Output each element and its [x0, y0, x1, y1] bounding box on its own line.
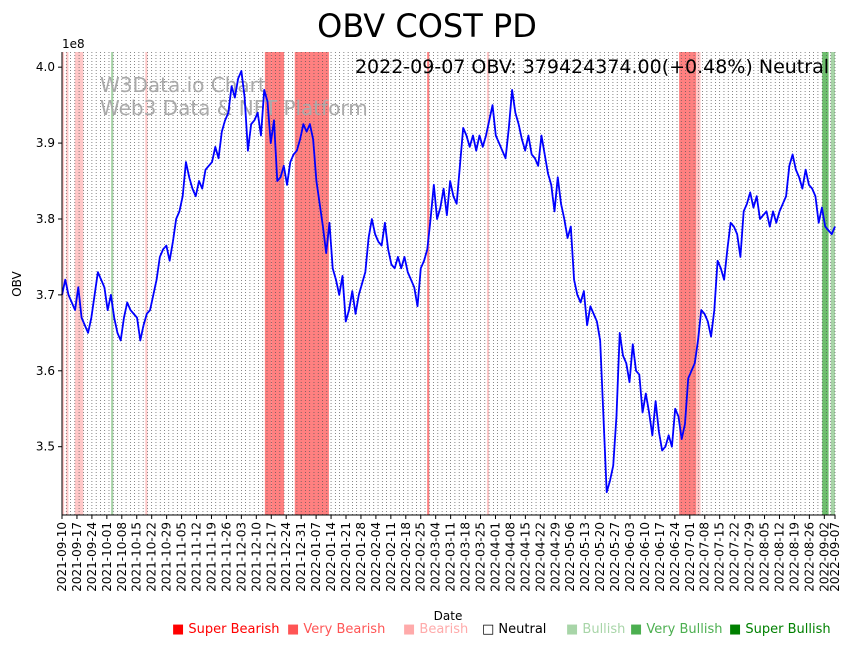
axes	[61, 52, 835, 516]
x-tick-label: 2022-07-08	[698, 522, 712, 592]
y-tick-label: 3.9	[36, 136, 55, 150]
legend-item-very_bearish: ■ Very Bearish	[287, 622, 385, 637]
legend-item-bullish: ■ Bullish	[566, 622, 625, 637]
watermark-line-2: Web3 Data & NFT Platform	[100, 96, 368, 120]
x-tick-label: 2022-08-19	[787, 522, 801, 592]
series-line-obv	[61, 70, 836, 494]
band-bullish-3	[111, 52, 114, 515]
y-offset-label: 1e8	[62, 37, 85, 51]
chart-title: OBV COST PD	[317, 7, 537, 45]
legend: ■ Super Bearish ■ Very Bearish ■ Bearish □ …	[172, 622, 831, 637]
x-tick-label: 2021-12-17	[264, 522, 278, 592]
x-tick-label: 2022-07-01	[683, 522, 697, 592]
x-tick-label: 2022-01-28	[354, 522, 368, 592]
x-tick-label: 2021-12-31	[294, 522, 308, 592]
latest-value-annotation: 2022-09-07 OBV: 379424374.00(+0.48%) Neu…	[355, 56, 829, 78]
x-tick-label: 2022-03-18	[459, 522, 473, 592]
x-tick-label: 2022-08-12	[772, 522, 786, 592]
x-tick-label: 2022-06-24	[668, 522, 682, 592]
obv-line-series	[61, 70, 836, 494]
watermark: W3Data.io Chart Web3 Data & NFT Platform	[100, 73, 368, 120]
y-tick-label: 3.6	[36, 364, 55, 378]
x-tick-label: 2022-03-11	[444, 522, 458, 592]
x-axis-label: Date	[434, 609, 463, 623]
y-tick-label: 3.8	[36, 212, 55, 226]
x-tick-label: 2021-10-22	[145, 522, 159, 592]
x-tick-label: 2022-07-22	[728, 522, 742, 592]
x-tick-label: 2022-02-04	[369, 522, 383, 592]
signal-bands	[62, 52, 835, 515]
x-tick-label: 2021-09-24	[85, 522, 99, 592]
x-tick-label: 2021-12-03	[234, 522, 248, 592]
band-bearish-1	[66, 52, 69, 515]
band-very_bearish-5	[264, 52, 272, 515]
x-tick-label: 2021-10-01	[100, 522, 114, 592]
x-tick-label: 2022-07-15	[713, 522, 727, 592]
x-tick-label: 2022-04-15	[518, 522, 532, 592]
x-tick-label: 2022-09-02	[817, 522, 831, 592]
band-very_bearish-8	[427, 52, 430, 515]
x-tick-label: 2022-05-06	[563, 522, 577, 592]
x-tick-label: 2022-01-14	[324, 522, 338, 592]
y-tick-label: 4.0	[36, 60, 55, 74]
x-tick-label: 2022-08-26	[802, 522, 816, 592]
x-tick-label: 2021-09-17	[70, 522, 84, 592]
x-tick-label: 2022-06-10	[638, 522, 652, 592]
y-tick-label: 3.7	[36, 288, 55, 302]
x-tick-label: 2021-10-29	[160, 522, 174, 592]
vertical-gridlines	[61, 52, 836, 515]
x-tick-label: 2022-01-21	[339, 522, 353, 592]
x-tick-label: 2021-11-19	[204, 522, 218, 592]
x-tick-label: 2021-11-12	[190, 522, 204, 592]
x-tick-label: 2022-01-07	[309, 522, 323, 592]
x-tick-label: 2022-05-20	[593, 522, 607, 592]
x-tick-label: 2022-09-07	[828, 522, 842, 592]
band-bearish-4	[145, 52, 148, 515]
x-tick-label: 2022-06-17	[653, 522, 667, 592]
band-very_bearish-6	[271, 52, 285, 515]
y-axis-ticks: 3.5 3.6 3.7 3.8 3.9 4.0	[36, 60, 62, 454]
band-bearish-9	[486, 52, 490, 515]
x-tick-label: 2022-07-29	[743, 522, 757, 592]
x-tick-label: 2021-10-15	[130, 522, 144, 592]
x-tick-label: 2021-11-26	[219, 522, 233, 592]
x-tick-label: 2022-03-04	[429, 522, 443, 592]
x-axis-ticks: 2021-09-10 2021-09-17 2021-09-24 2021-10-01…	[55, 515, 842, 592]
band-bearish-0	[62, 52, 65, 515]
x-tick-label: 2022-06-03	[623, 522, 637, 592]
legend-item-super_bullish: ■ Super Bullish	[729, 622, 831, 637]
legend-item-neutral: □ Neutral	[482, 622, 546, 637]
x-tick-label: 2022-02-25	[414, 522, 428, 592]
legend-item-bearish: ■ Bearish	[403, 622, 468, 637]
x-tick-label: 2021-10-08	[115, 522, 129, 592]
x-tick-label: 2022-04-29	[548, 522, 562, 592]
x-tick-label: 2021-12-24	[279, 522, 293, 592]
legend-item-very_bullish: ■ Very Bullish	[630, 622, 722, 637]
band-very_bullish-12	[822, 52, 829, 515]
x-tick-label: 2022-03-25	[474, 522, 488, 592]
x-tick-label: 2021-11-05	[175, 522, 189, 592]
band-bullish-13	[830, 52, 835, 515]
x-tick-label: 2022-02-11	[384, 522, 398, 592]
x-tick-label: 2022-08-05	[758, 522, 772, 592]
x-tick-label: 2021-09-10	[55, 522, 69, 592]
x-tick-label: 2022-04-01	[488, 522, 502, 592]
band-very_bearish-10	[679, 52, 697, 515]
x-tick-label: 2021-12-10	[249, 522, 263, 592]
legend-item-super_bearish: ■ Super Bearish	[172, 622, 280, 637]
band-very_bearish-7	[294, 52, 329, 515]
y-axis-label: OBV	[10, 270, 24, 296]
x-tick-label: 2022-04-08	[503, 522, 517, 592]
x-tick-label: 2022-05-27	[608, 522, 622, 592]
x-tick-label: 2022-04-22	[533, 522, 547, 592]
watermark-line-1: W3Data.io Chart	[100, 73, 266, 97]
x-tick-label: 2022-05-13	[578, 522, 592, 592]
x-tick-label: 2022-02-18	[399, 522, 413, 592]
y-tick-label: 3.5	[36, 440, 55, 454]
